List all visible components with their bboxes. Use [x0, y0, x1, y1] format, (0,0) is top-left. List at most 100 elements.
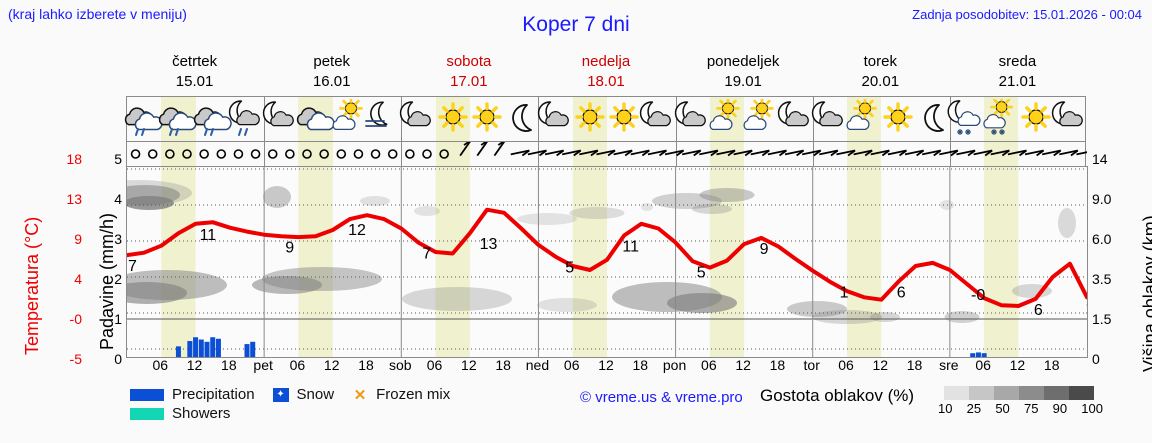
- time-tick-label: 18: [906, 357, 923, 373]
- time-tick-label: 06: [426, 357, 443, 373]
- day-date: 15.01: [175, 73, 214, 90]
- weather-icon-moon-cloud: [638, 99, 678, 139]
- time-tick-label: 18: [769, 357, 786, 373]
- axis-tick: 5: [114, 151, 122, 167]
- weather-icon-sun: [433, 99, 473, 139]
- weather-icon-moon-cloud: [398, 99, 438, 139]
- day-date: 16.01: [312, 73, 351, 90]
- day-header: petek 16.01: [263, 52, 400, 92]
- axis-tick: 1.5: [1092, 311, 1112, 327]
- axis-tick: 4: [114, 191, 122, 207]
- cloud-density-step: [1019, 386, 1044, 400]
- axis-tick: 2: [114, 271, 122, 287]
- day-header: ponedeljek 19.01: [675, 52, 812, 92]
- weather-icon-sun-cloud: [844, 99, 884, 139]
- location-hint: (kraj lahko izberete v meniju): [8, 6, 187, 22]
- temperature-value-label: 11: [622, 239, 639, 256]
- weather-icon-moon-cloud-snow: [947, 99, 987, 139]
- axis-tick: 0: [114, 351, 122, 367]
- day-separator: [538, 142, 540, 166]
- weather-icons-row: [124, 96, 1086, 142]
- time-tick-label: 06: [701, 357, 717, 373]
- time-tick-label: pon: [662, 357, 687, 373]
- cloud-density-scale-labels: 10 25 50 75 90 100: [938, 401, 1103, 416]
- day-separator: [812, 142, 814, 166]
- weather-icon-moon-cloud: [261, 99, 301, 139]
- weather-icon-moon: [501, 99, 541, 139]
- temperature-chart: 7 11 9 12 7 13 5 11 5 9 1 6 -0 6 1: [127, 167, 1087, 357]
- weather-icon-cloudy-rain: [124, 99, 164, 139]
- axis-tick: 18: [66, 151, 82, 167]
- day-date: 18.01: [587, 73, 625, 90]
- cloud-height-ticks: 14 9.0 6.0 3.5 1.5 0: [1092, 151, 1132, 367]
- last-updated: Zadnja posodobitev: 15.01.2026 - 00:04: [912, 7, 1142, 22]
- temperature-value-label: 9: [760, 241, 769, 258]
- day-name: sobota: [446, 53, 492, 70]
- axis-tick: -5: [69, 351, 82, 367]
- cloud-density-step: [1069, 386, 1094, 400]
- weather-icon-sun: [467, 99, 507, 139]
- axis-tick: -0: [69, 311, 82, 327]
- copyright-notice[interactable]: © vreme.us & vreme.pro: [580, 389, 743, 406]
- weather-icon-moon-cloud: [810, 99, 850, 139]
- legend-item-precipitation: Precipitation: [130, 386, 255, 403]
- time-tick-label: 12: [598, 357, 614, 373]
- cloud-density-step-label: 75: [1023, 401, 1039, 416]
- temperature-value-label: 9: [285, 239, 294, 256]
- day-name: nedelja: [581, 53, 631, 70]
- time-axis-labels: 06 12 18 pet 06 12 18 sob 06 12 18 ned 06 12 18 pon 06 12…: [126, 357, 1086, 379]
- snow-icon: ✦: [272, 387, 289, 402]
- legend-item-frozen-mix: ✕ Frozen mix: [352, 386, 451, 404]
- time-tick-label: 12: [186, 357, 203, 373]
- legend-label-snow: Snow: [296, 386, 335, 403]
- weather-icon-moon: [913, 99, 953, 139]
- day-date: 19.01: [724, 73, 762, 90]
- time-tick-label: 18: [632, 357, 649, 373]
- legend-label-precipitation: Precipitation: [172, 386, 255, 403]
- daylight-band: [435, 142, 470, 166]
- page-title: Koper 7 dni: [522, 13, 630, 36]
- day-header: nedelja 18.01: [537, 52, 674, 92]
- precipitation-swatch: [130, 388, 164, 401]
- day-name: četrtek: [172, 53, 218, 70]
- day-header: četrtek 15.01: [126, 52, 263, 92]
- time-tick-label: pet: [253, 357, 273, 373]
- time-tick-label: 12: [323, 357, 340, 373]
- time-tick-label: 06: [563, 357, 580, 373]
- time-tick-label: 12: [1009, 357, 1026, 373]
- time-tick-label: 12: [735, 357, 751, 373]
- day-date: 17.01: [450, 73, 488, 90]
- time-tick-label: sre: [939, 357, 959, 373]
- time-tick-label: 12: [461, 357, 477, 373]
- temperature-ticks: 18 13 9 4 -0 -5: [40, 151, 82, 367]
- axis-tick: 14: [1092, 151, 1108, 167]
- time-tick-label: 18: [1043, 357, 1060, 373]
- day-separator: [401, 142, 403, 166]
- time-tick-label: 18: [495, 357, 511, 373]
- weather-icon-sun-cloud: [707, 99, 747, 139]
- time-tick-label: 18: [358, 357, 374, 373]
- day-header: sobota 17.01: [400, 52, 537, 92]
- weather-icon-sun: [570, 99, 610, 139]
- axis-tick: 13: [66, 191, 82, 207]
- temperature-value-label: 5: [565, 260, 574, 277]
- weather-icon-sun: [1016, 99, 1056, 139]
- day-name: ponedeljek: [706, 53, 780, 70]
- axis-tick: 0: [1092, 351, 1100, 367]
- temperature-value-label: 1: [1085, 300, 1087, 317]
- cloud-density-step-label: 25: [966, 401, 982, 416]
- temperature-value-label: 13: [480, 236, 498, 253]
- temperature-value-label: 6: [897, 285, 906, 302]
- day-separator: [264, 142, 266, 166]
- axis-tick: 3: [114, 231, 122, 247]
- temperature-value-label: 11: [200, 227, 217, 244]
- legend-label-frozen-mix: Frozen mix: [376, 386, 451, 403]
- showers-swatch: [130, 407, 164, 420]
- time-tick-label: 06: [289, 357, 306, 373]
- cloud-density-step-label: 100: [1081, 401, 1103, 416]
- time-tick-label: tor: [803, 357, 820, 373]
- legend-item-showers: Showers: [130, 405, 230, 422]
- precipitation-ticks: 5 4 3 2 1 0: [104, 151, 122, 367]
- cloud-height-axis-label: Višina oblakov (km): [1140, 215, 1152, 372]
- legend-item-snow: ✦ Snow: [272, 386, 335, 403]
